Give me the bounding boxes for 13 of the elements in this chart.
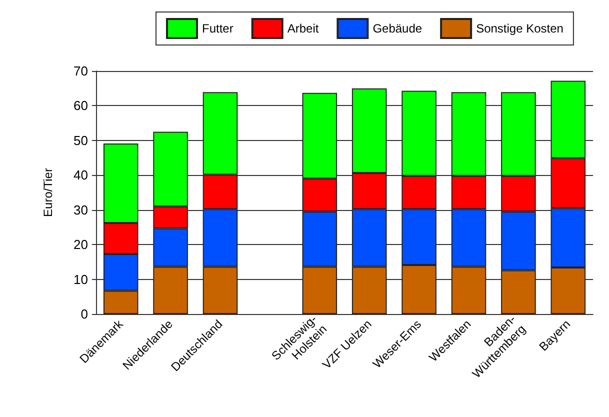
legend-label: Futter bbox=[202, 22, 234, 36]
y-axis-title: Euro/Tier bbox=[41, 168, 55, 217]
y-tick-label: 30 bbox=[74, 202, 88, 218]
y-tick-label: 70 bbox=[74, 64, 88, 78]
y-tick-label: 60 bbox=[74, 98, 88, 114]
legend-label: Arbeit bbox=[287, 22, 320, 36]
y-tick-label: 20 bbox=[74, 237, 88, 252]
y-tick-label: 40 bbox=[74, 168, 88, 183]
y-tick-label: 10 bbox=[74, 272, 88, 287]
legend-label: Sonstige Kosten bbox=[476, 22, 564, 36]
legend-label: Gebäude bbox=[372, 22, 422, 36]
y-tick-label: 0 bbox=[80, 306, 88, 322]
y-tick-label: 50 bbox=[74, 132, 88, 148]
